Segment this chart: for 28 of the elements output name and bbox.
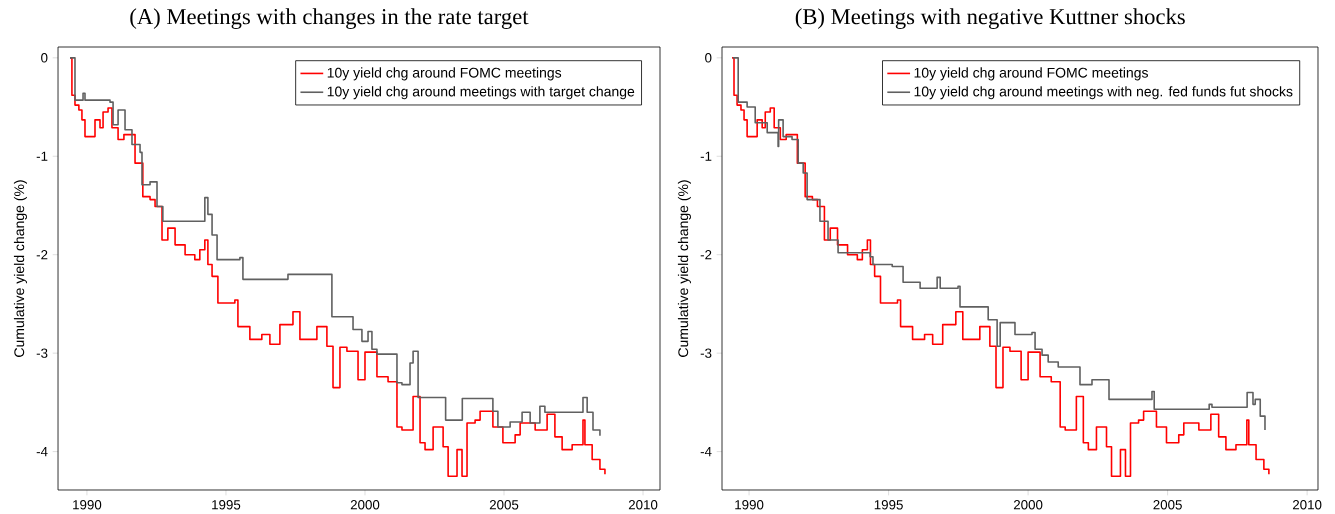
y-tick-label: -4 (700, 447, 712, 457)
y-tick-label: -3 (36, 348, 48, 358)
y-tick-label: -2 (36, 250, 48, 260)
y-tick-label: 0 (41, 53, 48, 63)
y-tick-label: -3 (700, 348, 712, 358)
x-tick-label: 1990 (73, 500, 102, 510)
y-tick-label: -1 (36, 151, 48, 161)
x-tick-label: 2000 (1013, 500, 1043, 510)
legend-label: 10y yield chg around meetings with neg. fed funds fut shocks (914, 86, 1293, 100)
y-axis-title: Cumulative yield change (%) (13, 180, 27, 357)
y-tick-label: -4 (36, 447, 48, 457)
legend-label: 10y yield chg around FOMC meetings (914, 67, 1148, 81)
legend-label: 10y yield chg around FOMC meetings (327, 67, 562, 81)
chart-title: (B) Meetings with negative Kuttner shocks (795, 8, 1185, 29)
x-tick-label: 2010 (628, 500, 658, 510)
x-tick-label: 1995 (212, 500, 241, 510)
legend-label: 10y yield chg around meetings with target change (327, 86, 635, 100)
y-tick-label: 0 (705, 53, 712, 63)
x-tick-label: 2010 (1292, 500, 1322, 510)
x-tick-label: 1990 (735, 500, 764, 510)
x-tick-label: 1995 (874, 500, 903, 510)
y-tick-label: -2 (700, 250, 712, 260)
chart-title: (A) Meetings with changes in the rate target (130, 8, 529, 29)
x-tick-label: 2005 (489, 500, 519, 510)
x-tick-label: 2005 (1153, 500, 1182, 510)
y-axis-title: Cumulative yield change (%) (677, 180, 691, 357)
x-tick-label: 2000 (350, 500, 380, 510)
y-tick-label: -1 (700, 151, 712, 161)
